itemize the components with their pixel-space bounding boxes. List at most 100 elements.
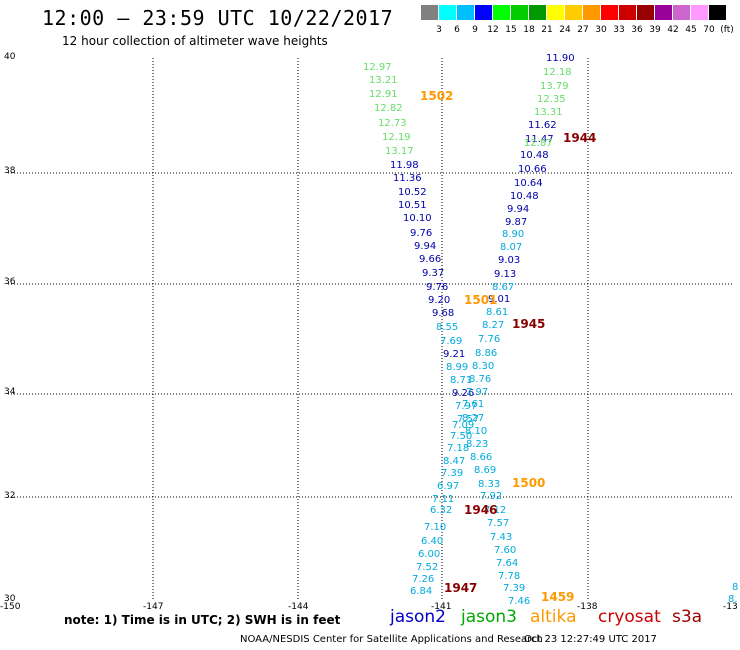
swh-value: 8.10: [465, 426, 488, 437]
swh-value: 6.97: [437, 481, 460, 492]
color-swatch: [565, 5, 582, 20]
page-title: 12:00 – 23:59 UTC 10/22/2017: [42, 6, 394, 30]
swh-value: 8.71: [450, 375, 473, 386]
swh-value: 7.57: [487, 518, 510, 529]
swh-value: 7.12: [484, 505, 507, 516]
legend-s3a: s3a: [672, 607, 703, 627]
swh-value: 10.66: [518, 164, 547, 175]
color-swatch: [601, 5, 618, 20]
pass-time-label: 1946: [464, 503, 498, 517]
swh-value: 12.87: [524, 138, 553, 149]
swh-value: 8.66: [470, 452, 493, 463]
page-subtitle: 12 hour collection of altimeter wave hei…: [62, 34, 328, 48]
pass-time-label: 1947: [444, 581, 478, 595]
swh-value: 8.07: [500, 242, 523, 253]
swh-value: 7.46: [508, 596, 531, 607]
swh-value: 9.76: [410, 228, 433, 239]
swh-value: 11.62: [528, 120, 557, 131]
swh-value: 11.98: [390, 160, 419, 171]
swh-value: 7.97: [466, 387, 489, 398]
legend-jason3: jason3: [461, 607, 517, 627]
swh-value: 12.91: [369, 89, 398, 100]
legend-jason2: jason2: [390, 607, 446, 627]
swh-value: 8.30: [472, 361, 495, 372]
color-scale-label: 27: [577, 25, 589, 35]
color-scale-label: 12: [487, 25, 499, 35]
swh-value: 9.21: [443, 349, 466, 360]
swh-value: 12.35: [537, 94, 566, 105]
credit-text: NOAA/NESDIS Center for Satellite Applica…: [240, 634, 543, 645]
pass-time-label: 1501: [464, 293, 498, 307]
swh-value: 10.10: [403, 213, 432, 224]
color-scale-label: 30: [595, 25, 607, 35]
swh-value: 13.17: [385, 146, 414, 157]
swh-value: 10.51: [398, 200, 427, 211]
pass-time-label: 1500: [512, 476, 546, 490]
swh-value: 7.52: [416, 562, 439, 573]
color-scale-label: 70: [703, 25, 715, 35]
swh-value: 7.09: [452, 420, 475, 431]
swh-value: 12.82: [374, 103, 403, 114]
swh-value: 7.26: [412, 574, 435, 585]
swh-value: 8.61: [486, 307, 509, 318]
swh-value: 8.99: [446, 362, 469, 373]
swh-value: 9.87: [505, 217, 528, 228]
lat-tick-label: 32: [4, 491, 16, 501]
swh-value: 8.76: [469, 374, 492, 385]
color-scale-unit: (ft): [720, 25, 734, 35]
swh-value: 12.73: [378, 118, 407, 129]
color-scale-label: 36: [631, 25, 643, 35]
swh-value: 10.64: [514, 178, 543, 189]
lon-tick-label: -138: [577, 602, 598, 612]
swh-value: 8: [732, 582, 739, 593]
color-scale-label: 21: [541, 25, 553, 35]
color-swatch: [691, 5, 708, 20]
swh-value: 11.36: [393, 173, 422, 184]
swh-value: 8.27: [482, 320, 505, 331]
color-scale-label: 45: [685, 25, 697, 35]
lon-tick-label: -150: [0, 602, 21, 612]
swh-value: 11.90: [546, 53, 575, 64]
swh-value: 8.23: [466, 439, 489, 450]
color-scale-label: 15: [505, 25, 517, 35]
pass-time-label: 1459: [541, 590, 575, 604]
color-swatch: [709, 5, 726, 20]
swh-value: 7.18: [447, 443, 470, 454]
swh-value: 9.13: [494, 269, 517, 280]
swh-value: 7.78: [498, 571, 521, 582]
swh-value: 10.52: [398, 187, 427, 198]
swh-value: 7.11: [432, 494, 455, 505]
swh-value: 8.27: [462, 413, 485, 424]
swh-value: 11.47: [525, 134, 554, 145]
footer-note: note: 1) Time is in UTC; 2) SWH is in fe…: [64, 613, 341, 627]
lon-tick-label: -13: [723, 602, 738, 612]
swh-value: 7.64: [496, 558, 519, 569]
swh-value: 7.39: [441, 468, 464, 479]
swh-value: 6.32: [430, 505, 453, 516]
swh-value: 12.19: [382, 132, 411, 143]
color-scale-label: 24: [559, 25, 571, 35]
color-swatch: [529, 5, 546, 20]
swh-value: 7.50: [450, 431, 473, 442]
lat-tick-label: 40: [4, 52, 16, 62]
legend-cryosat: cryosat: [598, 607, 661, 627]
swh-value: 9.68: [432, 308, 455, 319]
swh-value: 9.37: [422, 268, 445, 279]
swh-value: 7.69: [440, 336, 463, 347]
swh-value: 8.55: [436, 322, 459, 333]
swh-value: 12.18: [543, 67, 572, 78]
color-swatch: [475, 5, 492, 20]
swh-value: 9.94: [507, 204, 530, 215]
swh-value: 6.00: [418, 549, 441, 560]
color-swatch: [673, 5, 690, 20]
color-swatch: [421, 5, 438, 20]
lat-tick-label: 34: [4, 387, 16, 397]
color-swatch: [583, 5, 600, 20]
color-swatch: [493, 5, 510, 20]
color-scale-label: 9: [472, 25, 478, 35]
color-scale-label: 39: [649, 25, 661, 35]
swh-value: 7.61: [462, 399, 485, 410]
swh-value: 10.48: [510, 191, 539, 202]
